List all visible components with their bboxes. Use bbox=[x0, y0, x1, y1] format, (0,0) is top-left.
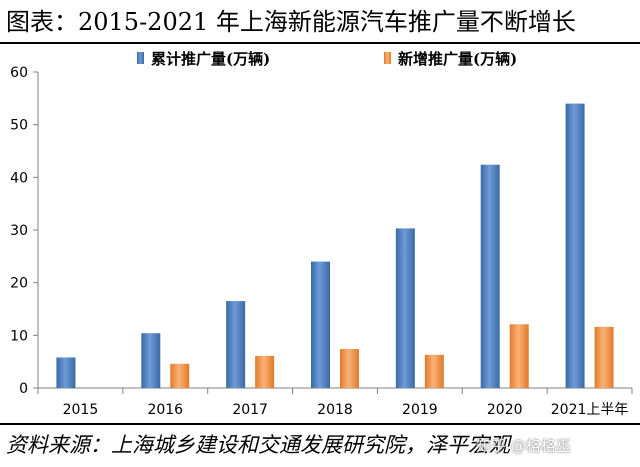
bar-new-2019 bbox=[424, 354, 444, 388]
bar-cumulative-2019 bbox=[395, 228, 415, 388]
watermark: 知乎 @格格巫 bbox=[476, 437, 571, 455]
chart-title: 图表：2015-2021 年上海新能源汽车推广量不断增长 bbox=[6, 8, 576, 36]
title-divider bbox=[0, 42, 640, 44]
x-tick-label: 2019 bbox=[402, 402, 438, 418]
bar-cumulative-2015 bbox=[56, 357, 76, 388]
bar-new-2021上半年 bbox=[594, 326, 614, 388]
bar-cumulative-2018 bbox=[311, 261, 330, 388]
bar-cumulative-2021上半年 bbox=[565, 103, 585, 388]
bar-cumulative-2017 bbox=[226, 301, 246, 388]
x-tick-label: 2018 bbox=[317, 402, 353, 418]
legend-label-0: 累计推广量(万辆) bbox=[151, 50, 270, 68]
bar-new-2017 bbox=[255, 355, 275, 388]
x-tick-label: 2020 bbox=[487, 402, 523, 418]
bar-new-2020 bbox=[509, 324, 529, 388]
legend-label-1: 新增推广量(万辆) bbox=[398, 50, 517, 68]
source-note: 资料来源：上海城乡建设和交通发展研究院，泽平宏观 bbox=[6, 433, 510, 457]
y-tick-label: 30 bbox=[10, 223, 28, 239]
y-tick-label: 0 bbox=[19, 381, 28, 397]
y-tick-label: 60 bbox=[10, 65, 28, 81]
y-tick-label: 40 bbox=[10, 170, 28, 186]
x-tick-label: 2021上半年 bbox=[551, 402, 629, 418]
bar-new-2016 bbox=[170, 363, 190, 388]
y-tick-label: 50 bbox=[10, 118, 28, 134]
x-tick-label: 2015 bbox=[63, 402, 99, 418]
bar-new-2018 bbox=[340, 349, 359, 388]
x-tick-label: 2017 bbox=[232, 402, 268, 418]
source-divider bbox=[0, 423, 640, 425]
x-axis: 2015 2016 2017 2018 2019 2020 2021上半年 bbox=[37, 387, 633, 418]
y-tick-label: 20 bbox=[10, 276, 28, 292]
bars bbox=[56, 103, 614, 388]
y-tick-label: 10 bbox=[10, 328, 28, 344]
bar-cumulative-2016 bbox=[141, 333, 161, 388]
bar-cumulative-2020 bbox=[480, 164, 500, 388]
x-tick-label: 2016 bbox=[147, 402, 183, 418]
legend: 累计推广量(万辆) 新增推广量(万辆) bbox=[137, 50, 517, 68]
legend-swatch-1 bbox=[384, 52, 391, 64]
y-axis: 0 10 20 30 40 50 60 bbox=[10, 65, 39, 397]
legend-swatch-0 bbox=[137, 52, 144, 64]
